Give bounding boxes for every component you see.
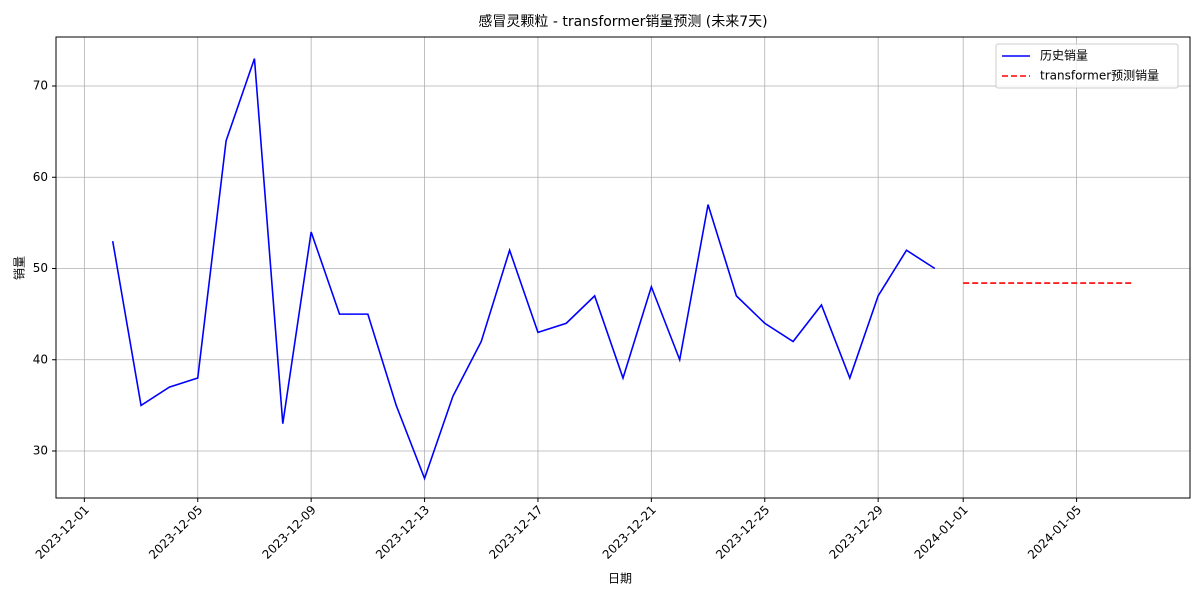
y-tick-label: 50 — [33, 261, 48, 275]
y-tick-label: 30 — [33, 444, 48, 458]
series-line — [111, 58, 936, 481]
x-axis-label: 日期 — [608, 572, 632, 586]
legend-label: 历史销量 — [1040, 49, 1088, 63]
chart-title: 感冒灵颗粒 - transformer销量预测 (未来7天) — [478, 13, 767, 30]
legend-box — [995, 43, 1179, 89]
y-tick-label: 40 — [33, 352, 48, 366]
y-axis-label: 销量 — [13, 256, 27, 280]
plot-frame — [55, 36, 1191, 499]
legend-label: transformer预测销量 — [1040, 69, 1159, 83]
y-tick-label: 60 — [33, 170, 48, 184]
y-tick-label: 70 — [33, 79, 48, 93]
